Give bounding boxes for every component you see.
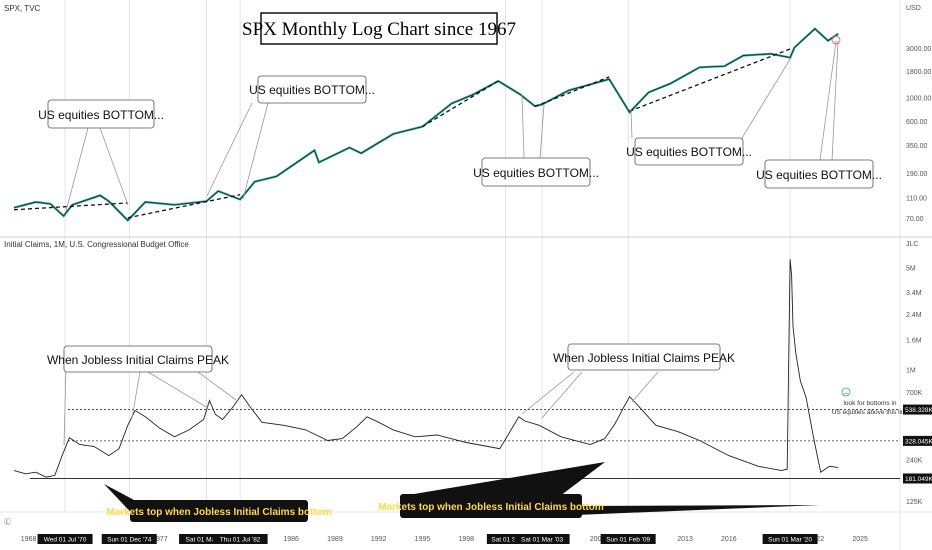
callout-peak-1: When Jobless Initial Claims PEAK — [47, 345, 237, 446]
top-y-tick: 110.00 — [906, 196, 927, 203]
date-tag: Sat 01 Mar '80 — [186, 537, 228, 544]
year-tick: 2013 — [677, 536, 693, 543]
date-tag: Sun 01 Dec '74 — [107, 537, 152, 544]
callout-markets-top-1: Markets top when Jobless Initial Claims … — [104, 484, 332, 522]
callout-label-4: US equities BOTTOM... — [626, 145, 752, 159]
value-tag-bg — [903, 435, 932, 446]
smile-icon — [841, 387, 851, 397]
top-y-axis: 3000.00 1800.00 1000.00 600.00 350.00 190.00 1… — [906, 46, 931, 223]
date-tag: Sun 01 Mar '20 — [768, 537, 812, 544]
callout-markets-top-2: Markets top when Jobless Initial Claims … — [378, 462, 820, 518]
markets-top-label-1: Markets top when Jobless Initial Claims … — [106, 507, 332, 518]
top-pane-currency: USD — [906, 5, 921, 12]
date-tag-bg — [179, 534, 235, 544]
date-tag: Sat 01 Se — [491, 537, 520, 544]
top-y-tick: 190.00 — [906, 171, 928, 178]
callout-label-3: US equities BOTTOM... — [473, 166, 599, 180]
bottom-y-axis: 5M 3.4M 2.4M 1.6M 1M 700K 240K 125K — [906, 266, 923, 506]
title-box — [260, 12, 498, 45]
bottom-y-tick: 240K — [906, 458, 923, 465]
callout-bottom-4: US equities BOTTOM... — [626, 55, 793, 166]
date-tag: Thu 01 Jul '82 — [220, 537, 261, 544]
note-line-1: look for bottoms in — [843, 400, 896, 407]
dashed-trendline — [422, 80, 499, 128]
callout-bottom-5: US equities BOTTOM... — [756, 41, 882, 189]
date-tag-bg — [101, 534, 157, 544]
note-line-2: US equities above this line — [832, 409, 909, 416]
chart-title: SPX Monthly Log Chart since 1967 — [242, 19, 516, 40]
time-axis: 1968 1977 1986 1989 1992 1995 1998 2007 2013 2016… — [21, 534, 868, 544]
dashed-trendline — [629, 48, 791, 112]
date-tag-bg — [37, 534, 93, 544]
top-y-tick: 350.00 — [906, 143, 928, 150]
top-y-tick: 3000.00 — [906, 46, 931, 53]
callout-bottom-2: US equities BOTTOM... — [206, 75, 375, 200]
dashed-trendline — [13, 202, 128, 211]
date-tag-bg — [486, 534, 525, 544]
bottom-y-tick: 700K — [906, 390, 923, 397]
year-tick: 1995 — [415, 536, 431, 543]
bottom-y-tick: 125K — [906, 499, 923, 506]
year-tick: 2025 — [852, 536, 868, 543]
year-tick: 2007 — [590, 536, 606, 543]
value-tag: 181.049K — [905, 476, 932, 483]
date-tag: Sat 01 Mar '03 — [521, 537, 563, 544]
markets-top-label-2: Markets top when Jobless Initial Claims … — [378, 502, 604, 513]
dashed-trendline — [127, 194, 241, 219]
date-tag-bg — [212, 534, 268, 544]
top-y-tick: 1800.00 — [906, 69, 931, 76]
bottom-y-tick: 5M — [906, 266, 916, 273]
year-tick: 2016 — [721, 536, 737, 543]
sad-face-icon — [831, 35, 841, 45]
callout-bottom-3: US equities BOTTOM... — [473, 94, 599, 187]
bottom-y-tick: 1.6M — [906, 338, 922, 345]
top-y-tick: 600.00 — [906, 119, 928, 126]
year-tick: 1977 — [152, 536, 168, 543]
date-tag: Wed 01 Jul '70 — [44, 537, 87, 544]
year-tick: 1986 — [283, 536, 299, 543]
year-tick: 1989 — [327, 536, 343, 543]
year-tick: 1968 — [21, 536, 37, 543]
top-pane-symbol: SPX, TVC — [4, 4, 41, 13]
callout-label-1: US equities BOTTOM... — [38, 108, 164, 122]
callout-label-2: US equities BOTTOM... — [249, 83, 375, 97]
spx-trendlines — [13, 48, 791, 219]
year-tick: 1998 — [458, 536, 474, 543]
top-y-tick: 70.00 — [906, 216, 924, 223]
date-tag-bg — [600, 534, 656, 544]
value-tags: 538.328K 328.045K 181.049K — [903, 404, 932, 484]
top-y-tick: 1000.00 — [906, 96, 931, 103]
threshold-note: look for bottoms in US equities above th… — [832, 387, 909, 416]
peak-label-1: When Jobless Initial Claims PEAK — [47, 353, 229, 367]
year-tick: 1992 — [371, 536, 387, 543]
peak-label-2: When Jobless Initial Claims PEAK — [553, 351, 735, 365]
callout-bottom-1: US equities BOTTOM... — [38, 99, 164, 212]
log-scale-glyph: Ⓛ — [4, 518, 11, 526]
bottom-y-tick: 3.4M — [906, 290, 922, 297]
value-tag: 328.045K — [905, 438, 932, 445]
bottom-pane-unit: JLC — [906, 241, 918, 248]
bottom-y-tick: 2.4M — [906, 312, 922, 319]
callout-peak-2: When Jobless Initial Claims PEAK — [521, 343, 735, 419]
value-tag-bg — [903, 404, 932, 415]
date-tag-bg — [762, 534, 818, 544]
value-tag: 538.328K — [905, 407, 932, 414]
callout-label-5: US equities BOTTOM... — [756, 168, 882, 182]
bottom-date-guides — [64, 0, 791, 512]
dashed-trendline — [534, 76, 610, 108]
claims-threshold-lines — [30, 409, 900, 479]
value-tag-bg — [903, 473, 932, 484]
bottom-y-tick: 1M — [906, 367, 916, 374]
claims-line — [13, 259, 839, 478]
date-tag-bg — [514, 534, 570, 544]
bottom-pane-symbol: Initial Claims, 1M, U.S. Congressional B… — [4, 240, 189, 249]
date-tag: Sun 01 Feb '09 — [606, 537, 650, 544]
initial-claims-series — [13, 259, 839, 478]
